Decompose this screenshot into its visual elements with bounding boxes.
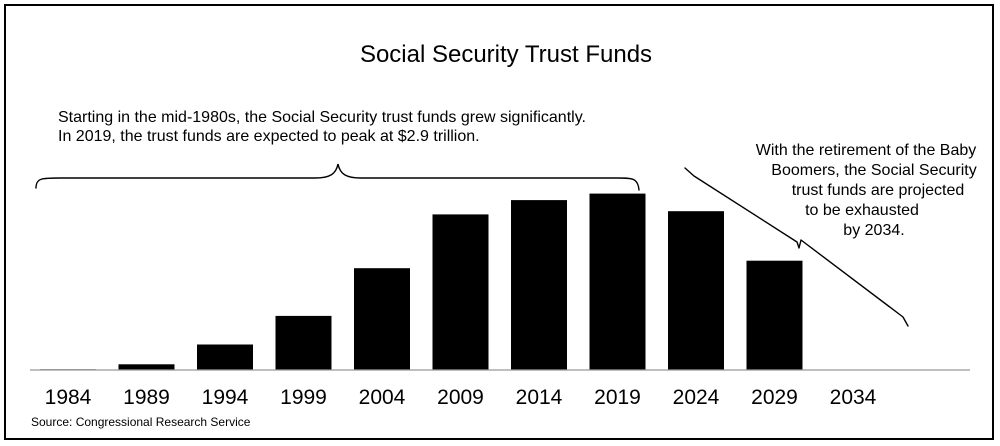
- x-tick-label-1984: 1984: [45, 386, 92, 409]
- x-axis-ticks: 1984 1989 1994 1999 2004 2009 2014 2019 2024 2029…: [45, 386, 877, 409]
- bar-1989: [118, 364, 175, 370]
- decline-annotation: With the retirement of the Baby Boomers,…: [756, 142, 977, 239]
- bar-2024: [668, 211, 724, 370]
- growth-brace: [35, 163, 640, 191]
- x-tick-label-2014: 2014: [516, 386, 563, 409]
- decline-brace: [684, 167, 909, 327]
- x-tick-label-2034: 2034: [830, 386, 877, 409]
- decline-annotation-line-5: by 2034.: [843, 222, 904, 239]
- bar-2004: [354, 268, 410, 370]
- bar-2014: [511, 200, 567, 370]
- x-tick-label-1989: 1989: [123, 386, 170, 409]
- growth-annotation-line-2: In 2019, the trust funds are expected to…: [58, 128, 480, 145]
- decline-annotation-line-2: Boomers, the Social Security: [771, 162, 976, 179]
- x-tick-label-2009: 2009: [437, 386, 484, 409]
- bar-2029: [746, 260, 803, 370]
- growth-annotation-line-1: Starting in the mid-1980s, the Social Se…: [58, 109, 586, 126]
- x-tick-label-2019: 2019: [594, 386, 641, 409]
- decline-annotation-line-3: trust funds are projected: [792, 182, 965, 199]
- x-tick-label-1994: 1994: [202, 386, 249, 409]
- decline-annotation-line-4: to be exhausted: [805, 202, 919, 219]
- x-tick-label-2004: 2004: [359, 386, 406, 409]
- x-tick-label-2029: 2029: [751, 386, 798, 409]
- source-note: Source: Congressional Research Service: [31, 415, 251, 429]
- decline-annotation-line-1: With the retirement of the Baby: [756, 142, 977, 159]
- bar-2009: [432, 214, 489, 370]
- bar-1999: [275, 315, 332, 370]
- bar-1994: [197, 344, 253, 370]
- bar-2019: [589, 193, 646, 370]
- bars-layer: [40, 193, 803, 370]
- chart-title: Social Security Trust Funds: [360, 41, 652, 68]
- x-tick-label-2024: 2024: [673, 386, 720, 409]
- x-tick-label-1999: 1999: [280, 386, 327, 409]
